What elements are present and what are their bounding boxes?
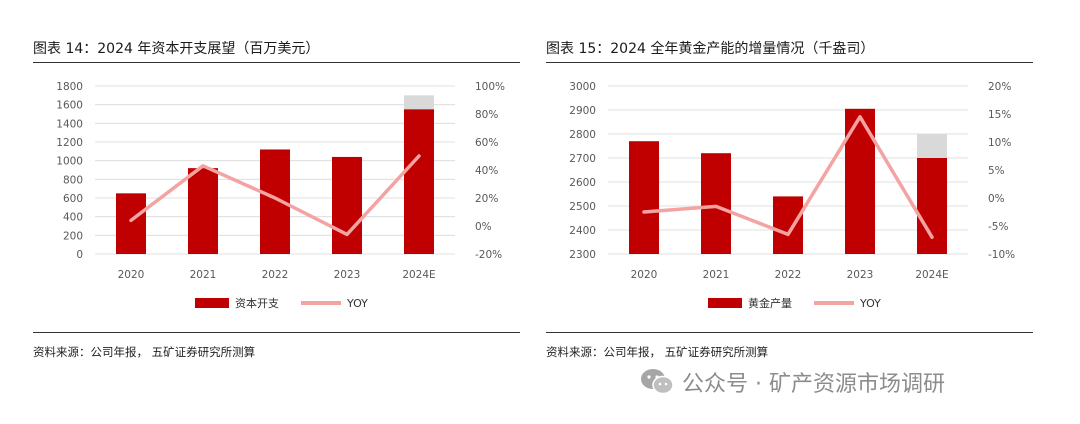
title-rule-right: [546, 62, 1033, 63]
y-left-tick-label: 2600: [569, 177, 596, 189]
y-right-tick-label: 10%: [988, 137, 1011, 149]
y-left-tick-label: 2800: [569, 129, 596, 141]
y-right-tick-label: -10%: [988, 249, 1015, 261]
y-left-tick-label: 2300: [569, 249, 596, 261]
watermark-text: 公众号 · 矿产资源市场调研: [682, 372, 945, 397]
legend-bar-label: 黄金产量: [748, 296, 792, 310]
x-tick-label: 2020: [631, 269, 658, 281]
capex-chart: 0 200 400 600 800 1000 1200 1400 1600 1800 -20% 0% 2…: [56, 81, 505, 310]
y-left-tick-label: 2400: [569, 225, 596, 237]
bar-estimate: [404, 95, 434, 110]
gold-output-chart: 2300 2400 2500 2600 2700 2800 2900 3000 -10% -5% 0…: [569, 81, 1015, 310]
y-right-tick-label: 5%: [988, 165, 1005, 177]
x-tick-label: 2023: [847, 269, 874, 281]
legend-line-label: YOY: [859, 297, 881, 310]
bar: [701, 153, 731, 254]
bar: [116, 193, 146, 254]
y-right-tick-label: 0%: [988, 193, 1005, 205]
title-rule-left: [33, 62, 520, 63]
y-right-tick-label: 80%: [475, 109, 498, 121]
y-left-tick-label: 200: [63, 230, 83, 242]
source-note-right: 资料来源：公司年报， 五矿证券研究所测算: [546, 345, 769, 359]
y-right-tick-label: -20%: [475, 249, 502, 261]
y-right-tick-label: 20%: [475, 193, 498, 205]
y-left-tick-label: 1600: [56, 100, 83, 112]
source-rule-left: [33, 332, 520, 333]
y-left-tick-label: 3000: [569, 81, 596, 93]
y-right-tick-label: -5%: [988, 221, 1008, 233]
x-tick-label: 2021: [190, 269, 217, 281]
y-left-tick-label: 2700: [569, 153, 596, 165]
y-left-tick-label: 1200: [56, 137, 83, 149]
y-left-tick-label: 0: [76, 249, 83, 261]
watermark: 公众号 · 矿产资源市场调研: [640, 364, 945, 400]
legend-bar-swatch: [708, 298, 742, 308]
legend-bar-label: 资本开支: [235, 296, 279, 310]
bar: [332, 156, 362, 254]
y-right-tick-label: 20%: [988, 81, 1011, 93]
source-rule-right: [546, 332, 1033, 333]
chart-title-right: 图表 15：2024 全年黄金产能的增量情况（千盎司）: [546, 41, 875, 57]
x-tick-label: 2022: [262, 269, 289, 281]
x-tick-label: 2023: [334, 269, 361, 281]
legend-bar-swatch: [195, 298, 229, 308]
bar: [917, 158, 947, 254]
y-left-tick-label: 1000: [56, 156, 83, 168]
bar: [188, 168, 218, 254]
bar: [404, 109, 434, 254]
bar: [845, 108, 875, 254]
y-right-tick-label: 40%: [475, 165, 498, 177]
wechat-icon: [641, 369, 674, 395]
y-right-tick-label: 0%: [475, 221, 492, 233]
y-left-tick-label: 400: [63, 212, 83, 224]
y-right-tick-label: 60%: [475, 137, 498, 149]
x-tick-label: 2024E: [402, 269, 435, 281]
y-left-tick-label: 600: [63, 193, 83, 205]
x-tick-label: 2024E: [915, 269, 948, 281]
bar-estimate: [917, 134, 947, 158]
y-left-tick-label: 1800: [56, 81, 83, 93]
chart-title-left: 图表 14：2024 年资本开支展望（百万美元）: [33, 41, 320, 57]
y-left-tick-label: 1400: [56, 118, 83, 130]
y-right-tick-label: 15%: [988, 109, 1011, 121]
legend-line-label: YOY: [346, 297, 368, 310]
source-note-left: 资料来源：公司年报， 五矿证券研究所测算: [33, 345, 256, 359]
bar: [773, 196, 803, 254]
x-tick-label: 2022: [775, 269, 802, 281]
y-left-tick-label: 2900: [569, 105, 596, 117]
y-right-tick-label: 100%: [475, 81, 505, 93]
x-tick-label: 2020: [118, 269, 145, 281]
x-tick-label: 2021: [703, 269, 730, 281]
y-left-tick-label: 2500: [569, 201, 596, 213]
bar: [629, 141, 659, 254]
y-left-tick-label: 800: [63, 174, 83, 186]
